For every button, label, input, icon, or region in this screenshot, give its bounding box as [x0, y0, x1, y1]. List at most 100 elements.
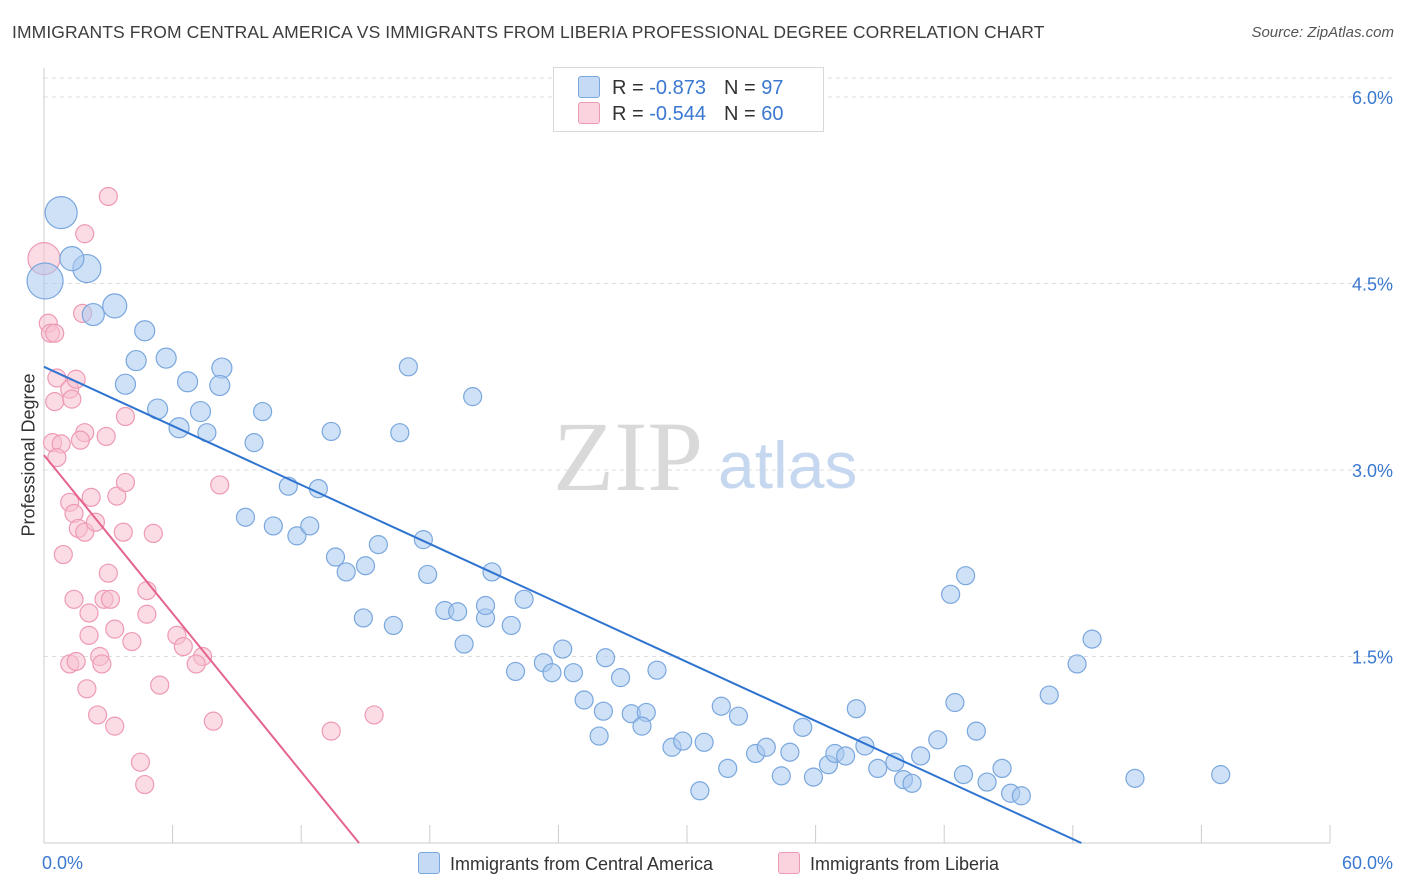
y-axis-label: Professional Degree [18, 373, 39, 537]
data-point [756, 737, 776, 757]
data-point [711, 696, 731, 716]
data-point [966, 721, 986, 741]
data-point [62, 389, 82, 409]
data-point [1011, 786, 1031, 806]
data-point [155, 347, 177, 369]
data-point [115, 406, 136, 427]
data-point [780, 742, 800, 762]
data-point [211, 357, 233, 379]
data-point [368, 534, 388, 555]
legend-n-label: N = [723, 103, 762, 125]
data-point [325, 547, 346, 567]
data-point [130, 752, 151, 772]
data-point [595, 648, 616, 668]
data-point [209, 374, 231, 397]
data-point [1125, 768, 1145, 788]
data-point [189, 400, 212, 423]
data-point [992, 758, 1012, 779]
bottom-legend-label: Immigrants from Liberia [810, 854, 1000, 874]
data-point [47, 447, 67, 468]
data-point [115, 472, 136, 493]
y-tick-label: 3.0% [1352, 461, 1393, 481]
bottom-legend-liberia: Immigrants from Liberia [778, 852, 999, 875]
data-point [26, 262, 64, 300]
central-america-trend-line [43, 365, 1082, 844]
data-point [81, 302, 105, 327]
y-tick-label: 4.5% [1352, 275, 1393, 295]
data-point [364, 705, 384, 725]
data-point [186, 654, 206, 674]
data-point [454, 634, 474, 654]
data-point [673, 731, 693, 751]
data-point [92, 654, 112, 674]
data-point [413, 530, 433, 550]
data-point [75, 224, 95, 244]
data-point [253, 401, 273, 422]
data-point [398, 357, 418, 377]
data-point [505, 661, 526, 682]
data-point [244, 433, 264, 453]
data-point [300, 516, 320, 536]
chart-title: IMMIGRANTS FROM CENTRAL AMERICA VS IMMIG… [12, 22, 1045, 42]
data-point [632, 716, 652, 736]
legend-r-value: -0.544 [649, 103, 706, 125]
data-point [418, 564, 438, 585]
data-point [953, 765, 974, 785]
x-tick-labels: 0.0% 60.0% [42, 853, 1393, 873]
legend-n-value: 97 [761, 77, 784, 99]
data-point [728, 706, 749, 726]
data-point [514, 589, 534, 609]
data-point [647, 660, 667, 680]
legend-row-liberia: R = -0.544 N = 60 [578, 102, 783, 126]
data-point [45, 392, 65, 412]
data-point [589, 726, 609, 746]
bottom-legend-label: Immigrants from Central America [450, 854, 714, 874]
data-point [135, 774, 155, 795]
watermark-zip: ZIP [553, 401, 703, 512]
data-point [59, 246, 85, 272]
data-point [85, 512, 106, 532]
data-point [353, 608, 373, 628]
data-point [203, 711, 223, 731]
data-point [690, 781, 710, 801]
data-point [321, 721, 341, 741]
data-point [593, 701, 614, 721]
data-point [718, 758, 738, 779]
data-point [563, 663, 584, 683]
data-point [45, 323, 65, 343]
data-point [911, 746, 931, 766]
pink-swatch-icon [778, 852, 800, 874]
data-point [79, 603, 99, 623]
data-point [956, 566, 976, 586]
data-point [868, 758, 888, 779]
watermark-atlas: atlas [718, 428, 857, 502]
data-point [793, 717, 813, 737]
data-point [114, 373, 137, 395]
data-point [87, 705, 108, 725]
trend-lines [43, 365, 1082, 844]
data-point [143, 523, 163, 544]
data-point [113, 522, 133, 542]
data-point [846, 699, 866, 719]
liberia-trend-line [43, 454, 360, 844]
data-point [53, 544, 73, 565]
y-tick-label: 1.5% [1352, 648, 1393, 668]
data-point [448, 602, 468, 622]
data-point [150, 675, 170, 695]
data-point [47, 368, 67, 388]
data-point [98, 563, 118, 583]
pink-swatch-icon [578, 102, 600, 124]
y-tick-label: 6.0% [1352, 88, 1393, 108]
data-point [98, 186, 118, 207]
legend-n-label: N = [723, 77, 762, 99]
liberia-points [27, 186, 384, 795]
data-point [137, 604, 157, 624]
data-point [501, 615, 521, 636]
data-point [1211, 765, 1231, 785]
data-point [1067, 654, 1087, 674]
data-point [70, 430, 91, 450]
legend-r-value: -0.873 [649, 77, 706, 99]
data-point [134, 320, 156, 342]
data-point [390, 423, 410, 443]
